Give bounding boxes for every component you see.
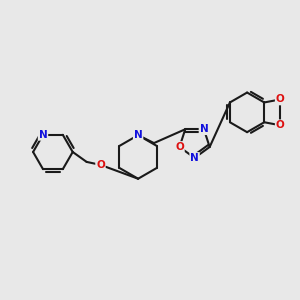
Text: N: N [190, 153, 199, 163]
Text: N: N [200, 124, 208, 134]
Text: O: O [276, 120, 284, 130]
Text: O: O [175, 142, 184, 152]
Text: O: O [276, 94, 284, 104]
Text: N: N [134, 130, 142, 140]
Text: O: O [96, 160, 105, 170]
Text: N: N [39, 130, 47, 140]
